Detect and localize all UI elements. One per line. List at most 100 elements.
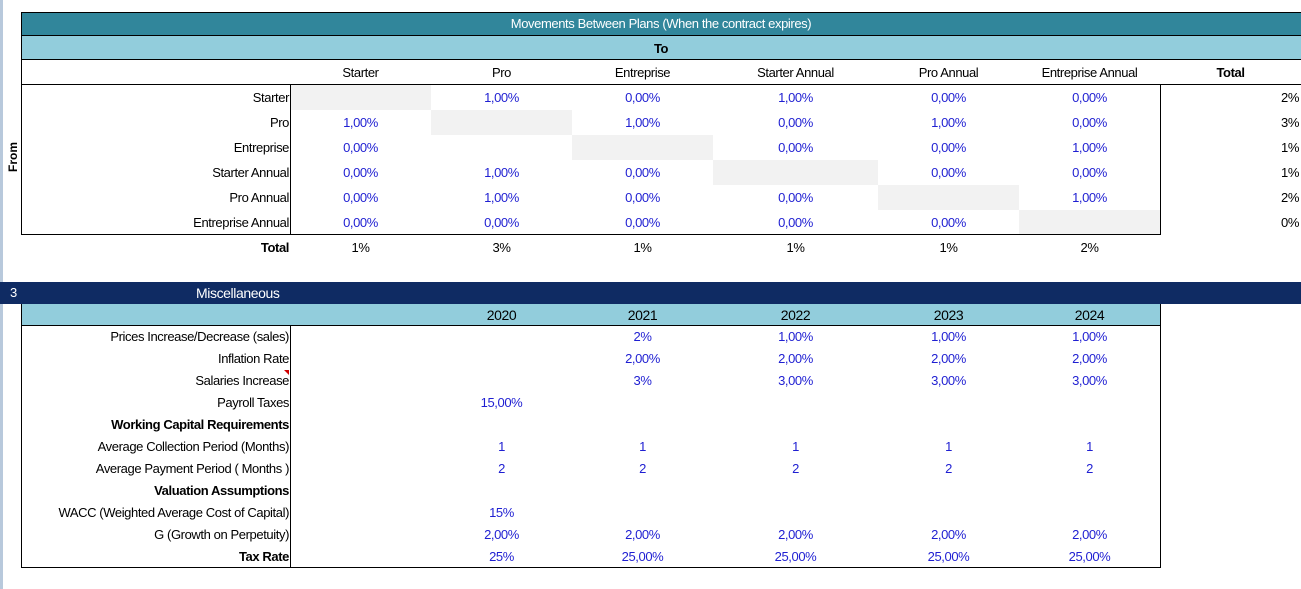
diagonal-cell[interactable] bbox=[1019, 210, 1160, 235]
assumption-value-cell[interactable]: 2 bbox=[498, 461, 505, 476]
row-label-0: Starter bbox=[252, 90, 290, 105]
assumption-value-cell[interactable]: 2,00% bbox=[931, 351, 966, 366]
assumption-value-cell[interactable]: 2,00% bbox=[625, 351, 660, 366]
row-total-1: 3% bbox=[1281, 115, 1299, 130]
transition-rate-cell[interactable]: 1,00% bbox=[484, 90, 519, 105]
assumption-value-cell[interactable] bbox=[1019, 414, 1160, 436]
transition-rate-cell[interactable]: 0,00% bbox=[625, 165, 660, 180]
transition-rate-cell[interactable]: 0,00% bbox=[343, 165, 378, 180]
assumption-value-cell[interactable] bbox=[572, 480, 713, 502]
transition-rate-cell[interactable]: 0,00% bbox=[484, 215, 519, 230]
misc-section-title: Miscellaneous bbox=[196, 285, 280, 301]
row-total-2: 1% bbox=[1281, 140, 1299, 155]
assumption-value-cell[interactable]: 1 bbox=[639, 439, 646, 454]
assumption-value-cell[interactable] bbox=[878, 392, 1019, 414]
assumption-value-cell[interactable]: 2,00% bbox=[778, 527, 813, 542]
assumption-value-cell[interactable]: 2 bbox=[945, 461, 952, 476]
transition-rate-cell[interactable]: 1,00% bbox=[484, 165, 519, 180]
assumption-value-cell[interactable] bbox=[431, 326, 572, 348]
assumption-value-cell[interactable] bbox=[431, 348, 572, 370]
transition-rate-cell[interactable]: 1,00% bbox=[931, 115, 966, 130]
diagonal-cell[interactable] bbox=[572, 135, 713, 160]
comment-indicator-icon[interactable] bbox=[284, 370, 289, 375]
assumption-value-cell[interactable]: 3% bbox=[633, 373, 652, 388]
transition-rate-cell[interactable]: 1,00% bbox=[778, 90, 813, 105]
assumption-value-cell[interactable]: 1,00% bbox=[778, 329, 813, 344]
transition-rate-cell[interactable]: 0,00% bbox=[931, 165, 966, 180]
assumption-value-cell[interactable]: 15,00% bbox=[480, 395, 523, 410]
assumption-value-cell[interactable] bbox=[713, 502, 878, 524]
assumption-value-cell[interactable]: 3,00% bbox=[931, 373, 966, 388]
assumption-value-cell[interactable]: 2,00% bbox=[484, 527, 519, 542]
diagonal-cell[interactable] bbox=[713, 160, 878, 185]
assumption-value-cell[interactable]: 1,00% bbox=[931, 329, 966, 344]
transition-rate-cell[interactable]: 1,00% bbox=[1072, 140, 1107, 155]
diagonal-cell[interactable] bbox=[290, 85, 431, 110]
transition-rate-cell[interactable]: 0,00% bbox=[625, 90, 660, 105]
column-total-2: 1% bbox=[633, 240, 652, 255]
assumption-value-cell[interactable]: 1 bbox=[1086, 439, 1093, 454]
assumption-value-cell[interactable] bbox=[713, 480, 878, 502]
assumption-value-cell[interactable] bbox=[878, 502, 1019, 524]
assumption-value-cell[interactable] bbox=[431, 480, 572, 502]
assumption-value-cell[interactable]: 2,00% bbox=[625, 527, 660, 542]
transition-rate-cell[interactable]: 1,00% bbox=[625, 115, 660, 130]
assumption-value-cell[interactable]: 25,00% bbox=[927, 549, 970, 564]
transition-rate-cell[interactable]: 0,00% bbox=[343, 190, 378, 205]
assumption-value-cell[interactable] bbox=[572, 392, 713, 414]
assumption-value-cell[interactable] bbox=[878, 414, 1019, 436]
transition-rate-cell[interactable]: 0,00% bbox=[931, 140, 966, 155]
transition-rate-cell[interactable] bbox=[431, 135, 572, 160]
assumption-value-cell[interactable]: 1,00% bbox=[1072, 329, 1107, 344]
assumption-value-cell[interactable] bbox=[572, 502, 713, 524]
column-header-0: Starter bbox=[342, 65, 379, 80]
assumption-value-cell[interactable]: 1 bbox=[792, 439, 799, 454]
assumption-value-cell[interactable] bbox=[1019, 480, 1160, 502]
assumption-value-cell[interactable]: 2,00% bbox=[778, 351, 813, 366]
transition-rate-cell[interactable]: 1,00% bbox=[484, 190, 519, 205]
transition-rate-cell[interactable]: 0,00% bbox=[343, 140, 378, 155]
assumption-value-cell[interactable] bbox=[572, 414, 713, 436]
assumption-value-cell[interactable]: 1 bbox=[945, 439, 952, 454]
assumption-value-cell[interactable] bbox=[431, 414, 572, 436]
assumption-value-cell[interactable]: 25% bbox=[489, 549, 514, 564]
assumption-value-cell[interactable]: 15% bbox=[489, 505, 514, 520]
transition-rate-cell[interactable]: 0,00% bbox=[625, 215, 660, 230]
transition-rate-cell[interactable]: 0,00% bbox=[343, 215, 378, 230]
transition-rate-cell[interactable]: 1,00% bbox=[343, 115, 378, 130]
assumption-value-cell[interactable]: 2,00% bbox=[1072, 527, 1107, 542]
diagonal-cell[interactable] bbox=[431, 110, 572, 135]
assumption-value-cell[interactable]: 25,00% bbox=[1068, 549, 1111, 564]
diagonal-cell[interactable] bbox=[878, 185, 1019, 210]
assumption-value-cell[interactable]: 25,00% bbox=[774, 549, 817, 564]
assumption-label: Inflation Rate bbox=[217, 351, 289, 366]
assumption-value-cell[interactable]: 2 bbox=[792, 461, 799, 476]
transition-rate-cell[interactable]: 0,00% bbox=[778, 215, 813, 230]
assumption-value-cell[interactable] bbox=[878, 480, 1019, 502]
assumption-value-cell[interactable] bbox=[713, 414, 878, 436]
transition-rate-cell[interactable]: 0,00% bbox=[1072, 90, 1107, 105]
transition-rate-cell[interactable]: 0,00% bbox=[1072, 115, 1107, 130]
transition-rate-cell[interactable]: 0,00% bbox=[778, 115, 813, 130]
assumption-value-cell[interactable] bbox=[1019, 502, 1160, 524]
assumption-value-cell[interactable]: 3,00% bbox=[778, 373, 813, 388]
assumption-value-cell[interactable]: 2,00% bbox=[1072, 351, 1107, 366]
assumption-value-cell[interactable]: 2 bbox=[639, 461, 646, 476]
assumption-value-cell[interactable] bbox=[431, 370, 572, 392]
assumption-value-cell[interactable]: 2,00% bbox=[931, 527, 966, 542]
transition-rate-cell[interactable]: 0,00% bbox=[1072, 165, 1107, 180]
transition-rate-cell[interactable]: 0,00% bbox=[778, 140, 813, 155]
assumption-value-cell[interactable] bbox=[713, 392, 878, 414]
assumption-value-cell[interactable]: 3,00% bbox=[1072, 373, 1107, 388]
transition-rate-cell[interactable]: 0,00% bbox=[625, 190, 660, 205]
to-label: To bbox=[653, 41, 669, 56]
assumption-value-cell[interactable]: 2% bbox=[633, 329, 652, 344]
transition-rate-cell[interactable]: 0,00% bbox=[931, 215, 966, 230]
transition-rate-cell[interactable]: 0,00% bbox=[778, 190, 813, 205]
assumption-value-cell[interactable]: 2 bbox=[1086, 461, 1093, 476]
transition-rate-cell[interactable]: 1,00% bbox=[1072, 190, 1107, 205]
transition-rate-cell[interactable]: 0,00% bbox=[931, 90, 966, 105]
assumption-value-cell[interactable] bbox=[1019, 392, 1160, 414]
assumption-value-cell[interactable]: 1 bbox=[498, 439, 505, 454]
assumption-value-cell[interactable]: 25,00% bbox=[621, 549, 664, 564]
